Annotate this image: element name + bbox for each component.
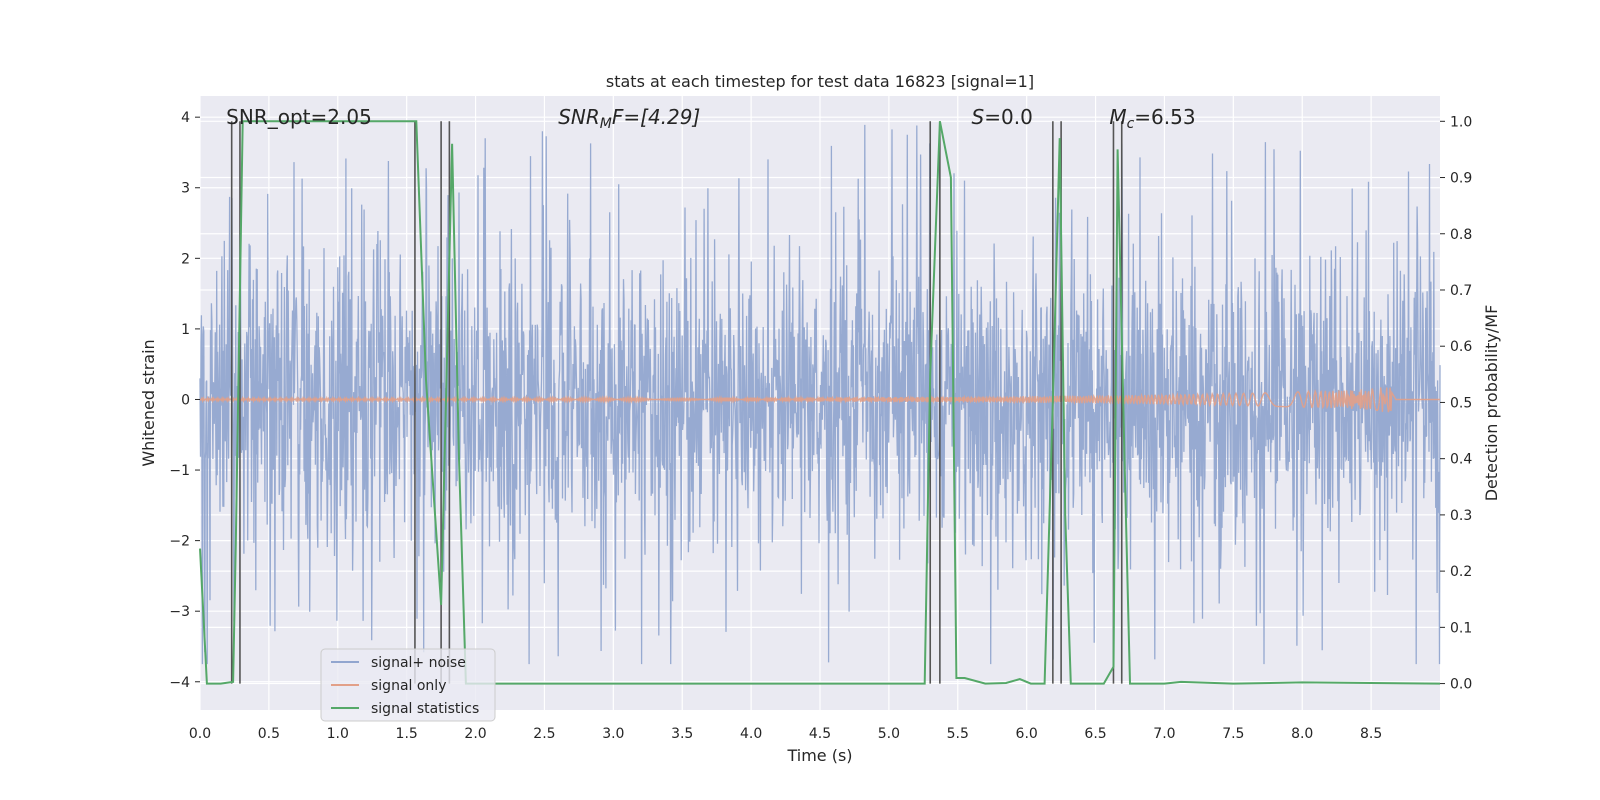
annotation-part: M <box>600 116 612 132</box>
series-signal-plus-noise <box>199 124 1441 665</box>
annotations: SNR_opt=2.05 SNRMF=[4.29] S=0.0 Mc=6.53 <box>226 105 1195 132</box>
x-axis-label: Time (s) <box>786 746 852 765</box>
signal-trace <box>200 387 1440 413</box>
annotation-text: SNRMF=[4.29] <box>558 105 700 132</box>
annotation-part: F=[4.29] <box>612 105 700 129</box>
y-left-tick-label: −3 <box>169 604 190 620</box>
annotation-part: =0.0 <box>984 105 1033 129</box>
legend-label-signal-plus-noise: signal+ noise <box>371 655 466 671</box>
y-left-tick-label: 1 <box>181 322 190 338</box>
annotation-part: S <box>972 105 985 129</box>
x-tick-label: 0.0 <box>189 726 211 742</box>
x-axis-ticks: 0.0 0.5 1.0 1.5 2.0 2.5 3.0 3.5 4.0 4.5 5.0 5.5 6.0 6… <box>189 726 1382 742</box>
x-tick-label: 0.5 <box>258 726 280 742</box>
x-tick-label: 2.5 <box>533 726 555 742</box>
y-right-tick-label: 1.0 <box>1450 114 1472 130</box>
x-tick-label: 7.0 <box>1153 726 1175 742</box>
y-left-tick-label: 3 <box>181 181 190 197</box>
x-tick-label: 8.0 <box>1291 726 1313 742</box>
x-tick-label: 8.5 <box>1360 726 1382 742</box>
y-left-tick-label: 4 <box>181 110 190 126</box>
y-left-tick-label: −1 <box>169 463 190 479</box>
x-tick-label: 3.0 <box>602 726 624 742</box>
x-tick-label: 5.0 <box>878 726 900 742</box>
legend-label-signal-only: signal only <box>371 678 446 694</box>
legend: signal+ noise signal only signal statist… <box>320 648 496 722</box>
y-left-axis-ticks: 4 3 2 1 0 −1 −2 −3 −4 <box>169 110 200 691</box>
x-tick-label: 4.0 <box>740 726 762 742</box>
annotation-text: S=0.0 <box>972 105 1033 129</box>
y-right-tick-label: 0.8 <box>1450 227 1472 243</box>
y-left-tick-label: −4 <box>169 675 190 691</box>
y-left-axis-label: Whitened strain <box>139 339 158 466</box>
series-signal-statistics <box>199 120 1441 685</box>
y-right-tick-label: 0.6 <box>1450 339 1472 355</box>
y-right-axis-label: Detection probability/MF <box>1482 305 1501 502</box>
y-right-tick-label: 0.3 <box>1450 508 1472 524</box>
x-tick-label: 3.5 <box>671 726 693 742</box>
y-left-tick-label: 2 <box>181 251 190 267</box>
x-tick-label: 6.0 <box>1016 726 1038 742</box>
series-signal-only <box>200 387 1440 413</box>
y-left-tick-label: 0 <box>181 392 190 408</box>
annotation-text: Mc=6.53 <box>1109 105 1195 132</box>
x-tick-label: 2.0 <box>464 726 486 742</box>
annotation-part: c <box>1127 116 1135 132</box>
annotation-part: M <box>1109 105 1126 129</box>
statistics-line <box>199 120 1441 685</box>
annotation-part: SNR_opt=2.05 <box>226 105 372 129</box>
x-tick-label: 4.5 <box>809 726 831 742</box>
annotation-part: =6.53 <box>1134 105 1195 129</box>
x-tick-label: 6.5 <box>1084 726 1106 742</box>
y-right-tick-label: 0.1 <box>1450 620 1472 636</box>
x-tick-label: 5.5 <box>947 726 969 742</box>
legend-label-signal-statistics: signal statistics <box>371 701 479 717</box>
y-right-tick-label: 0.7 <box>1450 283 1472 299</box>
x-tick-label: 7.5 <box>1222 726 1244 742</box>
chart-title: stats at each timestep for test data 168… <box>606 72 1034 91</box>
noise-trace <box>199 124 1441 665</box>
y-right-tick-label: 0.5 <box>1450 395 1472 411</box>
y-right-tick-label: 0.9 <box>1450 171 1472 187</box>
annotation-part: SNR <box>558 105 600 129</box>
legend-box <box>320 648 496 722</box>
y-left-tick-label: −2 <box>169 534 190 550</box>
y-right-tick-label: 0.4 <box>1450 452 1472 468</box>
y-right-tick-label: 0.2 <box>1450 564 1472 580</box>
x-tick-label: 1.5 <box>396 726 418 742</box>
x-tick-label: 1.0 <box>327 726 349 742</box>
y-right-tick-label: 0.0 <box>1450 677 1472 693</box>
annotation-text: SNR_opt=2.05 <box>226 105 372 129</box>
y-right-axis-ticks: 1.0 0.9 0.8 0.7 0.6 0.5 0.4 0.3 0.2 0.1 0.0 <box>1440 114 1472 693</box>
